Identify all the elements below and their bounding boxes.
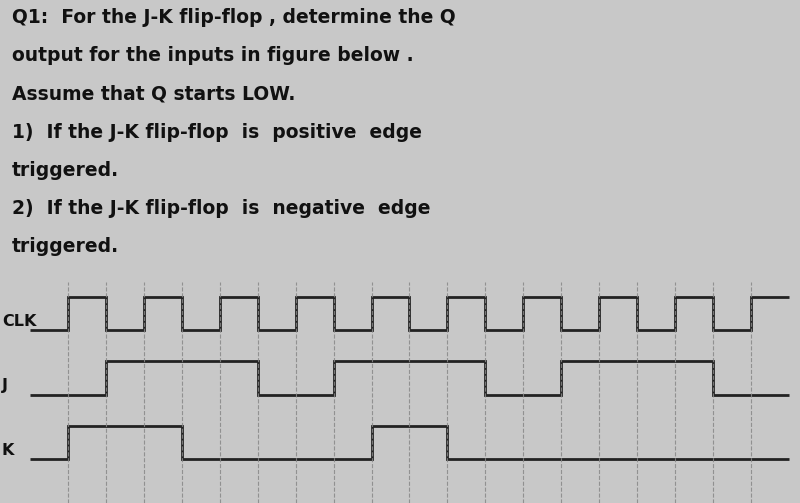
Text: J: J (2, 378, 8, 393)
Text: output for the inputs in figure below .: output for the inputs in figure below . (12, 46, 414, 65)
Text: Q1:  For the J-K flip-flop , determine the Q: Q1: For the J-K flip-flop , determine th… (12, 9, 456, 28)
Text: triggered.: triggered. (12, 160, 119, 180)
Text: triggered.: triggered. (12, 236, 119, 256)
Text: CLK: CLK (2, 314, 36, 329)
Text: Assume that Q starts LOW.: Assume that Q starts LOW. (12, 85, 295, 104)
Text: K: K (2, 443, 14, 458)
Text: 1)  If the J-K flip-flop  is  positive  edge: 1) If the J-K flip-flop is positive edge (12, 123, 422, 141)
Text: 2)  If the J-K flip-flop  is  negative  edge: 2) If the J-K flip-flop is negative edge (12, 199, 430, 218)
